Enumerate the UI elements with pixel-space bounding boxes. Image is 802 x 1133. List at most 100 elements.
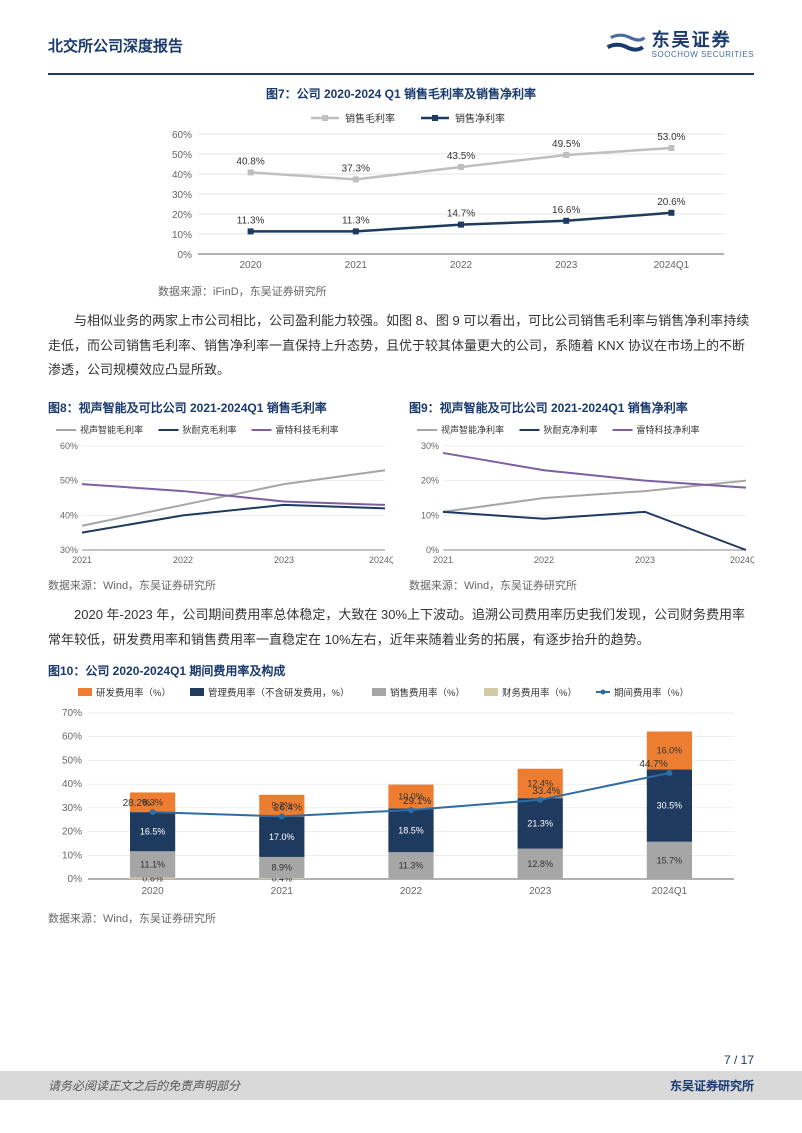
svg-text:10%: 10%: [172, 230, 192, 241]
svg-text:20%: 20%: [172, 210, 192, 221]
svg-text:29.1%: 29.1%: [403, 796, 431, 807]
svg-text:2022: 2022: [400, 886, 423, 897]
svg-text:2020: 2020: [141, 886, 164, 897]
svg-text:40%: 40%: [62, 780, 82, 791]
svg-text:2020: 2020: [239, 260, 262, 271]
logo-sub-text: SOOCHOW SECURITIES: [652, 51, 754, 60]
svg-text:30%: 30%: [421, 441, 439, 451]
svg-text:18.5%: 18.5%: [398, 826, 424, 836]
svg-text:33.4%: 33.4%: [532, 786, 560, 797]
logo-main-text: 东吴证券: [652, 31, 754, 51]
svg-text:40%: 40%: [60, 510, 78, 520]
svg-text:2021: 2021: [271, 886, 294, 897]
fig10-title: 图10：公司 2020-2024Q1 期间费用率及构成: [48, 662, 754, 679]
svg-text:16.5%: 16.5%: [140, 827, 166, 837]
svg-text:53.0%: 53.0%: [657, 132, 685, 143]
report-title: 北交所公司深度报告: [48, 35, 183, 56]
svg-text:视声智能净利率: 视声智能净利率: [441, 424, 504, 435]
footer: 7 / 17 请务必阅读正文之后的免责声明部分 东吴证券研究所: [0, 1053, 802, 1100]
svg-text:60%: 60%: [172, 130, 192, 141]
page-header: 北交所公司深度报告 东吴证券 SOOCHOW SECURITIES: [48, 30, 754, 61]
svg-text:20.6%: 20.6%: [657, 197, 685, 208]
fig7-title: 图7：公司 2020-2024 Q1 销售毛利率及销售净利率: [48, 85, 754, 102]
svg-text:狄耐克毛利率: 狄耐克毛利率: [183, 424, 237, 435]
fig10-source: 数据来源：Wind，东吴证券研究所: [48, 910, 754, 926]
fig7-chart: 0% 10% 20% 30% 40% 50% 60% 2020 2021 2022 2023 2024…: [48, 106, 754, 279]
svg-text:2023: 2023: [635, 555, 655, 565]
svg-text:2024Q1: 2024Q1: [654, 260, 690, 271]
fig9-source: 数据来源：Wind，东吴证券研究所: [409, 577, 754, 593]
fig10-chart: 0%10%20%30%40%50%60%70%20202021202220232…: [48, 683, 754, 906]
disclaimer-text: 请务必阅读正文之后的免责声明部分: [48, 1077, 240, 1094]
fig8-chart: 30% 40% 50% 60% 2021 2022 2023 2024Q1 视声智能毛利率 狄耐克…: [48, 420, 393, 573]
svg-text:销售净利率: 销售净利率: [455, 112, 505, 125]
svg-text:17.0%: 17.0%: [269, 832, 295, 842]
svg-text:销售费用率（%）: 销售费用率（%）: [390, 687, 465, 699]
svg-text:60%: 60%: [62, 732, 82, 743]
svg-text:2022: 2022: [534, 555, 554, 565]
svg-text:43.5%: 43.5%: [447, 151, 475, 162]
svg-text:2021: 2021: [72, 555, 92, 565]
svg-text:20%: 20%: [62, 827, 82, 838]
svg-text:14.7%: 14.7%: [447, 209, 475, 220]
svg-text:11.3%: 11.3%: [342, 215, 370, 226]
svg-text:28.2%: 28.2%: [123, 799, 151, 810]
svg-text:12.8%: 12.8%: [527, 859, 553, 869]
svg-text:2023: 2023: [555, 260, 578, 271]
svg-text:视声智能毛利率: 视声智能毛利率: [80, 424, 143, 435]
logo-icon: [606, 30, 646, 61]
svg-text:0%: 0%: [426, 545, 439, 555]
fig8-source: 数据来源：Wind，东吴证券研究所: [48, 577, 393, 593]
page-number: 7 / 17: [0, 1053, 802, 1071]
svg-text:2024Q1: 2024Q1: [730, 555, 754, 565]
svg-text:11.3%: 11.3%: [237, 215, 265, 226]
svg-text:狄耐克净利率: 狄耐克净利率: [544, 424, 598, 435]
svg-text:2023: 2023: [274, 555, 294, 565]
svg-text:销售毛利率: 销售毛利率: [345, 112, 395, 125]
svg-text:26.4%: 26.4%: [274, 803, 302, 814]
svg-text:30%: 30%: [172, 190, 192, 201]
svg-text:2024Q1: 2024Q1: [652, 886, 688, 897]
header-divider: [48, 73, 754, 75]
svg-text:11.1%: 11.1%: [140, 860, 165, 870]
svg-text:2021: 2021: [433, 555, 453, 565]
svg-text:0%: 0%: [178, 250, 193, 261]
fig7-source: 数据来源：iFinD，东吴证券研究所: [158, 283, 754, 299]
svg-text:16.0%: 16.0%: [657, 746, 683, 756]
svg-text:10%: 10%: [62, 851, 82, 862]
svg-text:16.6%: 16.6%: [552, 205, 580, 216]
svg-text:21.3%: 21.3%: [527, 819, 553, 829]
fig9-title: 图9：视声智能及可比公司 2021-2024Q1 销售净利率: [409, 399, 754, 416]
svg-text:8.9%: 8.9%: [272, 863, 293, 873]
svg-text:40.8%: 40.8%: [236, 156, 264, 167]
fig8-fig9-row: 图8：视声智能及可比公司 2021-2024Q1 销售毛利率 30% 40% 50%…: [48, 393, 754, 593]
svg-text:研发费用率（%）: 研发费用率（%）: [96, 687, 171, 699]
svg-text:50%: 50%: [62, 756, 82, 767]
svg-text:2021: 2021: [345, 260, 368, 271]
svg-text:50%: 50%: [60, 476, 78, 486]
svg-text:2022: 2022: [173, 555, 193, 565]
svg-text:20%: 20%: [421, 476, 439, 486]
svg-text:2022: 2022: [450, 260, 473, 271]
svg-text:30%: 30%: [62, 803, 82, 814]
paragraph-2: 2020 年-2023 年，公司期间费用率总体稳定，大致在 30%上下波动。追溯…: [48, 603, 754, 652]
svg-text:雷特科技净利率: 雷特科技净利率: [637, 424, 700, 435]
svg-text:期间费用率（%）: 期间费用率（%）: [614, 687, 689, 699]
svg-text:10%: 10%: [421, 510, 439, 520]
svg-text:60%: 60%: [60, 441, 78, 451]
svg-text:30.5%: 30.5%: [657, 801, 683, 811]
svg-text:40%: 40%: [172, 170, 192, 181]
svg-text:管理费用率（不含研发费用，%）: 管理费用率（不含研发费用，%）: [208, 687, 349, 699]
page-container: 北交所公司深度报告 东吴证券 SOOCHOW SECURITIES 图7：公司 …: [0, 0, 802, 1100]
svg-text:0%: 0%: [68, 874, 83, 885]
svg-text:44.7%: 44.7%: [639, 759, 667, 770]
svg-text:2023: 2023: [529, 886, 552, 897]
fig8-title: 图8：视声智能及可比公司 2021-2024Q1 销售毛利率: [48, 399, 393, 416]
svg-text:雷特科技毛利率: 雷特科技毛利率: [276, 424, 339, 435]
svg-text:30%: 30%: [60, 545, 78, 555]
fig9-chart: 0% 10% 20% 30% 2021 2022 2023 2024Q1 视声智能净利率 狄耐克净…: [409, 420, 754, 573]
research-name: 东吴证券研究所: [670, 1077, 754, 1094]
svg-text:50%: 50%: [172, 150, 192, 161]
svg-text:37.3%: 37.3%: [342, 163, 370, 174]
svg-text:2024Q1: 2024Q1: [369, 555, 393, 565]
